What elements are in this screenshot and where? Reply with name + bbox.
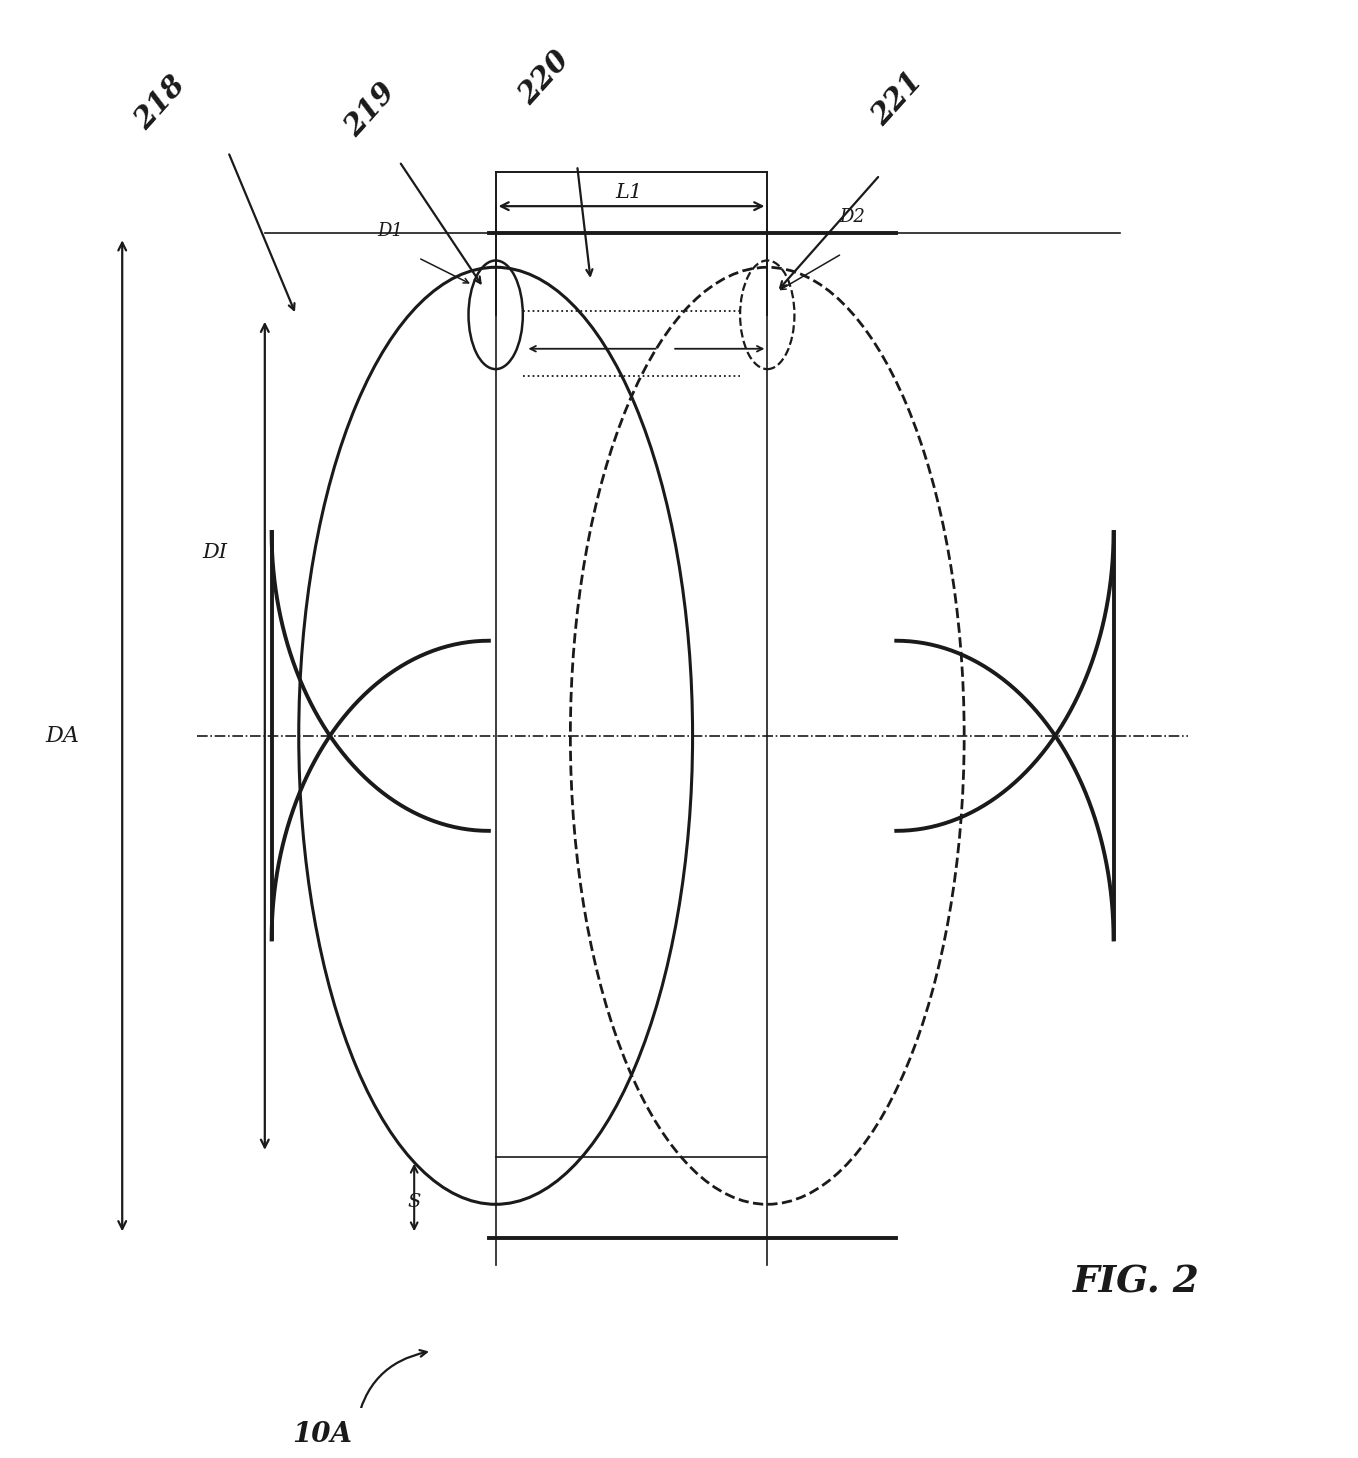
Text: 220: 220 (513, 45, 576, 111)
Text: 219: 219 (340, 77, 402, 141)
Text: D2: D2 (839, 208, 865, 226)
Text: D1: D1 (378, 222, 403, 241)
Text: 221: 221 (866, 66, 929, 131)
Text: 10A: 10A (292, 1422, 352, 1448)
FancyArrowPatch shape (356, 1350, 426, 1426)
Text: L1: L1 (615, 184, 642, 203)
Text: FIG. 2: FIG. 2 (1073, 1264, 1199, 1301)
Text: DA: DA (45, 725, 80, 746)
Text: DI: DI (202, 542, 227, 561)
Text: S: S (407, 1193, 421, 1210)
Text: 218: 218 (129, 70, 191, 134)
